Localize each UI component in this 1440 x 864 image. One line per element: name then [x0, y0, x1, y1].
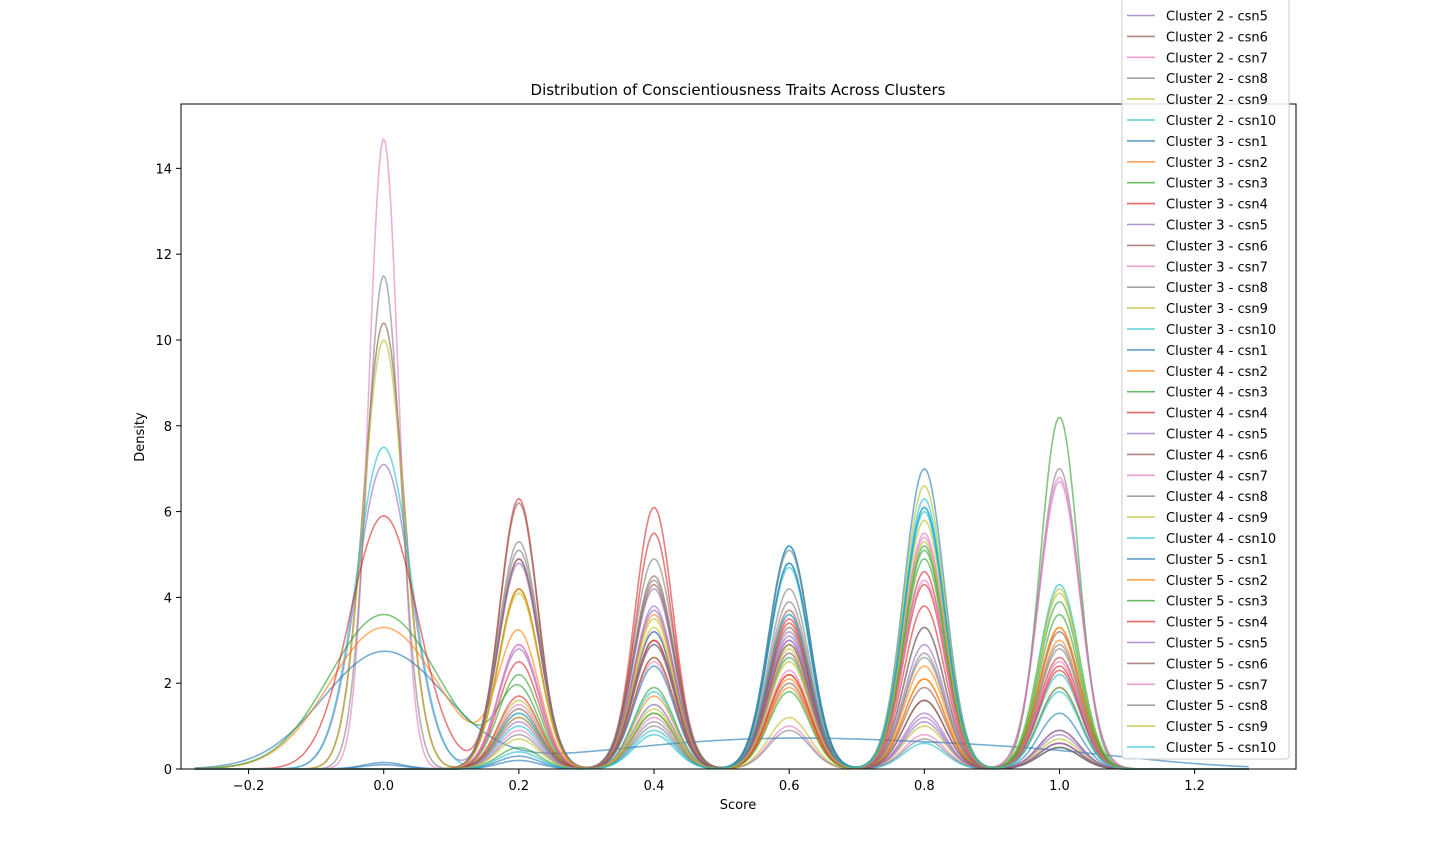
legend-entry: Cluster 4 - csn2 — [1166, 365, 1268, 380]
legend-entry: Cluster 4 - csn5 — [1166, 428, 1268, 443]
y-tick-label: 2 — [164, 677, 172, 692]
x-tick-label: −0.2 — [233, 779, 265, 794]
x-tick-label: 0.6 — [779, 779, 800, 794]
x-tick-label: 1.0 — [1049, 779, 1070, 794]
legend-entry: Cluster 2 - csn6 — [1166, 30, 1268, 45]
legend-entry: Cluster 3 - csn7 — [1166, 260, 1268, 275]
legend-entry: Cluster 2 - csn10 — [1166, 114, 1276, 129]
legend-entry: Cluster 2 - csn8 — [1166, 72, 1268, 87]
y-axis: 0 2 4 6 8 10 12 14 — [155, 162, 181, 778]
y-tick-label: 0 — [164, 763, 172, 778]
legend-entry: Cluster 2 - csn9 — [1166, 93, 1268, 108]
legend-entry: Cluster 5 - csn10 — [1166, 741, 1276, 756]
legend-entry: Cluster 5 - csn7 — [1166, 678, 1268, 693]
legend-entry: Cluster 5 - csn6 — [1166, 657, 1268, 672]
legend-entry: Cluster 4 - csn6 — [1166, 448, 1268, 463]
legend-entry: Cluster 5 - csn5 — [1166, 637, 1268, 652]
x-axis-label: Score — [720, 798, 756, 813]
legend-entry: Cluster 3 - csn8 — [1166, 281, 1268, 296]
legend-entry: Cluster 5 - csn2 — [1166, 574, 1268, 589]
legend-entry: Cluster 5 - csn1 — [1166, 553, 1268, 568]
legend-entry: Cluster 4 - csn8 — [1166, 490, 1268, 505]
y-tick-label: 8 — [164, 420, 172, 435]
plot-frame — [180, 103, 1297, 770]
legend-entry: Cluster 3 - csn3 — [1166, 177, 1268, 192]
series-line-32 — [194, 643, 1249, 770]
plot-lines — [194, 138, 1249, 770]
legend-entry: Cluster 5 - csn3 — [1166, 595, 1268, 610]
legend-entry: Cluster 5 - csn9 — [1166, 720, 1268, 735]
x-tick-label: 1.2 — [1184, 779, 1205, 794]
legend-entry: Cluster 4 - csn1 — [1166, 344, 1268, 359]
legend-entry: Cluster 2 - csn7 — [1166, 51, 1268, 66]
legend-entry: Cluster 3 - csn9 — [1166, 302, 1268, 317]
y-tick-label: 4 — [164, 591, 172, 606]
chart-title: Distribution of Conscientiousness Traits… — [531, 81, 946, 99]
legend-entry: Cluster 3 - csn4 — [1166, 198, 1268, 213]
legend-entry: Cluster 4 - csn7 — [1166, 469, 1268, 484]
x-axis: −0.2 0.0 0.2 0.4 0.6 0.8 1.0 1.2 — [233, 769, 1205, 794]
y-tick-label: 14 — [155, 162, 172, 177]
legend-entry: Cluster 5 - csn8 — [1166, 699, 1268, 714]
y-tick-label: 6 — [164, 506, 172, 521]
x-tick-label: 0.8 — [914, 779, 935, 794]
legend-entry: Cluster 5 - csn4 — [1166, 616, 1268, 631]
legend-entry: Cluster 4 - csn10 — [1166, 532, 1276, 547]
y-tick-label: 12 — [155, 248, 172, 263]
y-tick-label: 10 — [155, 334, 172, 349]
y-axis-label: Density — [133, 412, 148, 462]
legend-entry: Cluster 3 - csn1 — [1166, 135, 1268, 150]
x-tick-label: 0.4 — [644, 779, 665, 794]
x-tick-label: 0.0 — [373, 779, 394, 794]
legend-entry: Cluster 3 - csn10 — [1166, 323, 1276, 338]
legend-box — [1121, 0, 1290, 760]
legend-entry: Cluster 2 - csn5 — [1166, 10, 1268, 25]
legend-entry: Cluster 3 - csn5 — [1166, 219, 1268, 234]
legend-entry: Cluster 4 - csn4 — [1166, 407, 1268, 422]
legend-entry: Cluster 4 - csn9 — [1166, 511, 1268, 526]
legend: Cluster 2 - csn5 Cluster 2 - csn6 Cluster … — [1121, 0, 1290, 760]
legend-entry: Cluster 3 - csn2 — [1166, 156, 1268, 171]
legend-entry: Cluster 3 - csn6 — [1166, 239, 1268, 254]
x-tick-label: 0.2 — [509, 779, 530, 794]
legend-entry: Cluster 4 - csn3 — [1166, 386, 1268, 401]
